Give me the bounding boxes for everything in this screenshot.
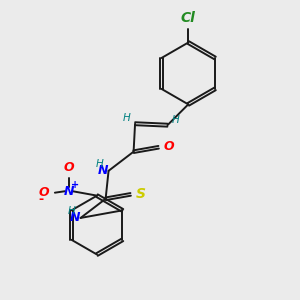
Text: -: - <box>38 193 43 206</box>
Text: S: S <box>136 187 146 201</box>
Text: H: H <box>123 113 131 123</box>
Text: O: O <box>164 140 175 153</box>
Text: N: N <box>98 164 108 177</box>
Text: +: + <box>71 180 80 190</box>
Text: N: N <box>64 185 74 198</box>
Text: O: O <box>64 161 74 174</box>
Text: H: H <box>172 115 180 125</box>
Text: N: N <box>70 211 80 224</box>
Text: Cl: Cl <box>181 11 196 26</box>
Text: H: H <box>95 159 103 169</box>
Text: O: O <box>39 186 49 199</box>
Text: H: H <box>67 206 75 217</box>
